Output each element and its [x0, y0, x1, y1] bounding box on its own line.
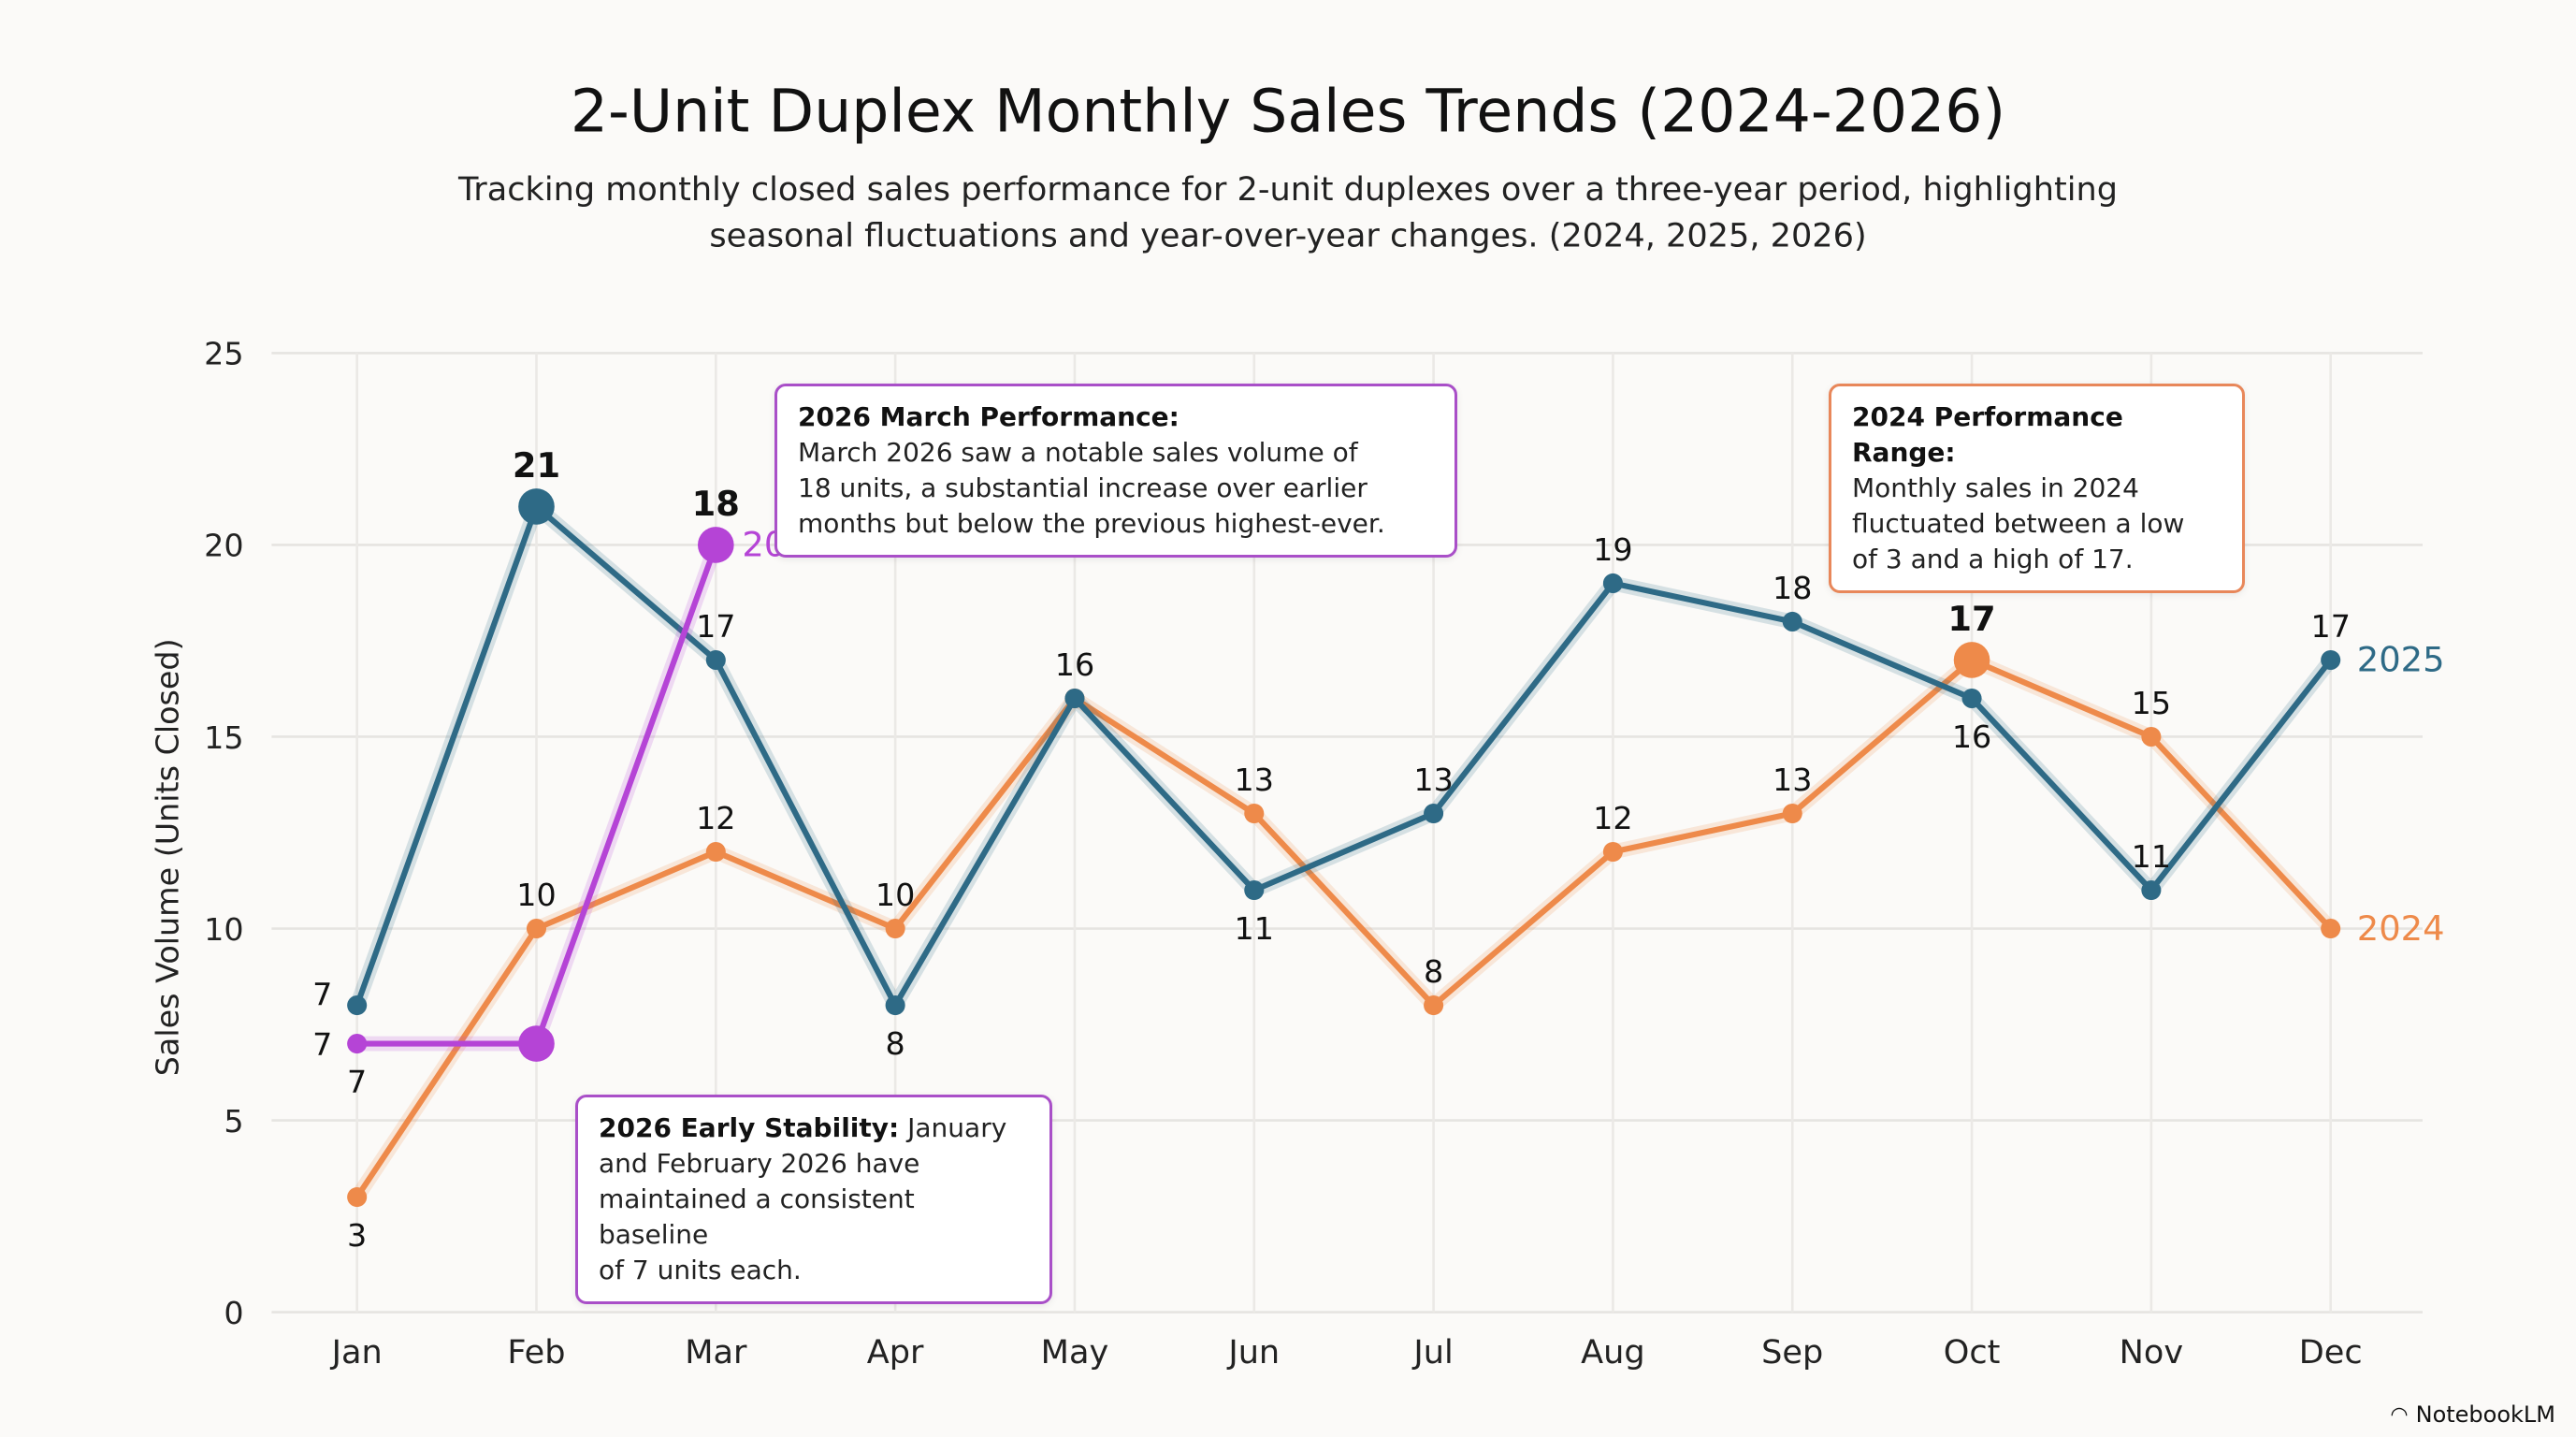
data-label: 11: [1235, 910, 1274, 947]
data-label: 13: [1413, 762, 1453, 798]
data-point-2025-Oct: [1961, 688, 1982, 709]
data-label: 13: [1235, 762, 1274, 798]
notebooklm-logo: ◠ NotebookLM: [2390, 1401, 2555, 1428]
data-label: 17: [696, 608, 735, 645]
annotation-line: of 7 units each.: [599, 1255, 802, 1285]
data-label: 11: [2132, 838, 2171, 875]
data-label: 7: [312, 1026, 332, 1063]
series-label-2025: 2025: [2357, 640, 2445, 680]
data-point-2025-Feb: [518, 488, 555, 525]
data-point-2024-Oct: [1953, 642, 1990, 678]
data-label: 3: [347, 1217, 367, 1254]
data-label: 16: [1952, 718, 1991, 755]
annotation-title: 2026 March Performance:: [798, 401, 1179, 432]
data-point-2024-Jul: [1424, 995, 1444, 1016]
data-label: 18: [1773, 570, 1812, 606]
x-tick-label: Nov: [2120, 1333, 2184, 1372]
data-point-2024-Dec: [2321, 918, 2341, 939]
data-point-2025-Sep: [1782, 611, 1802, 631]
annotation-2026-early: 2026 Early Stability: January and Februa…: [575, 1095, 1052, 1304]
series-line-2024: [355, 657, 2333, 1199]
data-point-2025-Nov: [2141, 879, 2162, 901]
data-label: 18: [692, 484, 740, 524]
x-tick-label: Mar: [685, 1333, 747, 1372]
annotation-line: March 2026 saw a notable sales volume of: [798, 437, 1358, 468]
data-point-2026-Jan: [347, 1034, 368, 1054]
y-tick-label: 5: [224, 1103, 243, 1139]
notebooklm-icon: ◠: [2390, 1402, 2409, 1427]
x-tick-label: Jun: [1226, 1333, 1280, 1372]
x-tick-label: Oct: [1944, 1333, 2001, 1372]
x-tick-label: Dec: [2299, 1333, 2363, 1372]
y-tick-label: 25: [204, 336, 243, 372]
y-tick-label: 0: [224, 1295, 243, 1331]
data-point-2025-Jan: [347, 995, 368, 1016]
data-point-2024-Nov: [2141, 726, 2162, 748]
data-label: 12: [1593, 800, 1632, 836]
annotation-line: months but below the previous highest-ev…: [798, 508, 1385, 539]
data-label: 7: [312, 977, 332, 1013]
data-label: 13: [1773, 762, 1812, 798]
y-axis-label: Sales Volume (Units Closed): [149, 638, 185, 1076]
data-point-2026-Feb: [518, 1025, 555, 1062]
data-label: 17: [2310, 608, 2350, 645]
data-label: 7: [347, 1064, 367, 1100]
data-point-2025-Jun: [1244, 879, 1265, 901]
data-label: 19: [1593, 531, 1632, 568]
data-point-2024-Jun: [1244, 803, 1265, 824]
data-label: 15: [2132, 685, 2171, 721]
data-label: 8: [1424, 953, 1443, 990]
logo-text: NotebookLM: [2415, 1401, 2555, 1428]
data-point-2024-Jan: [347, 1187, 368, 1208]
annotation-2026-march: 2026 March Performance: March 2026 saw a…: [774, 384, 1457, 558]
x-tick-label: Jul: [1411, 1333, 1453, 1372]
x-tick-label: May: [1041, 1333, 1109, 1372]
annotation-line: Monthly sales in 2024: [1852, 472, 2139, 503]
annotation-line: of 3 and a high of 17.: [1852, 544, 2134, 574]
data-point-2025-Jul: [1424, 803, 1444, 824]
y-tick-label: 10: [204, 911, 243, 948]
x-tick-label: Sep: [1761, 1333, 1823, 1372]
data-label: 21: [513, 445, 560, 486]
y-tick-label: 20: [204, 528, 243, 564]
x-tick-label: Feb: [507, 1333, 565, 1372]
data-point-2024-Apr: [885, 918, 905, 939]
annotation-2024-range: 2024 Performance Range: Monthly sales in…: [1829, 384, 2245, 593]
data-label: 10: [516, 877, 556, 913]
data-point-2024-Sep: [1782, 803, 1802, 824]
x-tick-label: Apr: [867, 1333, 924, 1372]
annotation-title: 2024 Performance Range:: [1852, 401, 2123, 468]
data-point-2025-Mar: [705, 649, 726, 671]
data-label: 17: [1947, 599, 1995, 639]
data-point-2025-Apr: [885, 995, 905, 1016]
data-point-2024-Aug: [1602, 841, 1623, 863]
data-point-2025-May: [1064, 688, 1085, 709]
data-label: 16: [1055, 646, 1094, 683]
x-tick-label: Jan: [330, 1333, 383, 1372]
x-tick-label: Aug: [1581, 1333, 1645, 1372]
data-label: 12: [696, 800, 735, 836]
data-point-2025-Aug: [1602, 573, 1623, 593]
data-label: 8: [886, 1025, 905, 1062]
series-label-2024: 2024: [2357, 908, 2445, 949]
annotation-title: 2026 Early Stability:: [599, 1112, 900, 1143]
data-point-2026-Mar: [698, 527, 734, 563]
chart-subtitle: Tracking monthly closed sales performanc…: [457, 170, 2118, 209]
chart-title: 2-Unit Duplex Monthly Sales Trends (2024…: [571, 76, 2005, 145]
data-point-2024-Mar: [705, 841, 726, 863]
y-tick-label: 15: [204, 719, 243, 756]
annotation-line: fluctuated between a low: [1852, 508, 2185, 539]
data-point-2025-Dec: [2321, 649, 2341, 671]
annotation-line: January: [899, 1112, 1007, 1143]
data-point-2024-Feb: [526, 918, 547, 939]
data-label: 10: [876, 877, 915, 913]
chart-subtitle: seasonal fluctuations and year-over-year…: [709, 216, 1866, 254]
annotation-line: 18 units, a substantial increase over ea…: [798, 472, 1368, 503]
annotation-line: maintained a consistent baseline: [599, 1183, 915, 1250]
annotation-line: and February 2026 have: [599, 1148, 920, 1179]
